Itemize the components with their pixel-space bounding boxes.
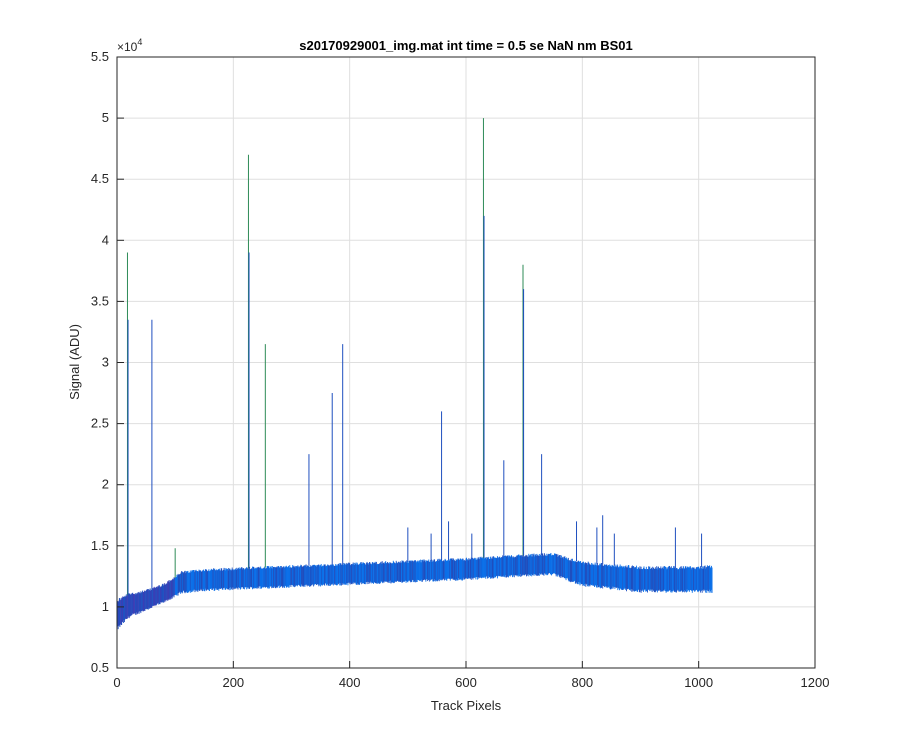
ticks: 0 200 400 600 800 1000 1200 0.5 1 1.5 2 2.5 3 3.5 4 4.5…: [91, 49, 830, 690]
spikes: [126, 118, 703, 596]
y-tick-label: 4.5: [91, 171, 109, 186]
y-tick-label: 2.5: [91, 416, 109, 431]
x-tick-label: 0: [113, 675, 120, 690]
y-exponent-label: ×104: [117, 37, 142, 54]
y-tick-label: 1: [102, 599, 109, 614]
y-axis-label: Signal (ADU): [67, 324, 82, 400]
x-tick-label: 400: [339, 675, 361, 690]
x-tick-label: 600: [455, 675, 477, 690]
x-tick-label: 1200: [801, 675, 830, 690]
y-tick-label: 1.5: [91, 538, 109, 553]
y-tick-label: 4: [102, 232, 109, 247]
y-tick-label: 5.5: [91, 49, 109, 64]
signal-band: [116, 552, 713, 630]
y-tick-label: 0.5: [91, 660, 109, 675]
y-tick-label: 5: [102, 110, 109, 125]
y-tick-label: 3.5: [91, 293, 109, 308]
x-tick-label: 200: [222, 675, 244, 690]
data-layer: [116, 118, 713, 630]
y-exponent-base: ×10: [117, 40, 138, 54]
y-tick-label: 2: [102, 477, 109, 492]
x-tick-label: 800: [571, 675, 593, 690]
grid: [117, 57, 815, 668]
x-axis-label: Track Pixels: [431, 698, 502, 713]
y-tick-label: 3: [102, 355, 109, 370]
x-tick-label: 1000: [684, 675, 713, 690]
chart-title: s20170929001_img.mat int time = 0.5 se N…: [299, 38, 633, 53]
y-exponent-power: 4: [137, 37, 142, 47]
